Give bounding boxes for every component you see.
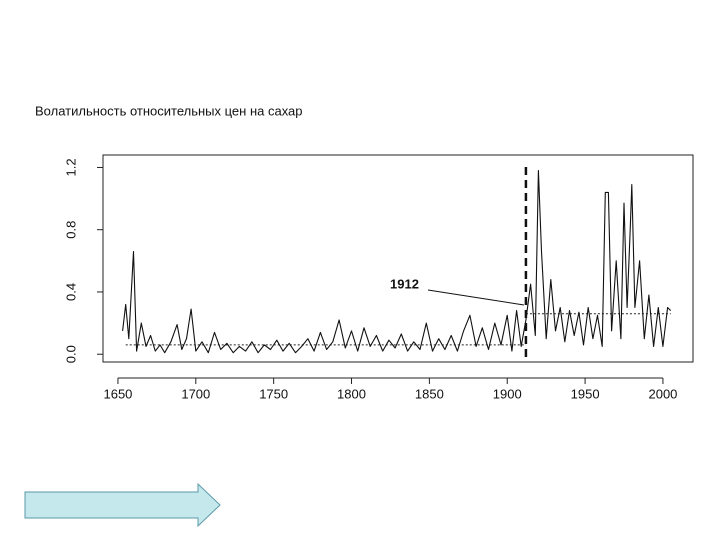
x-tick-label: 1650 bbox=[103, 386, 132, 401]
annotation-label: 1912 bbox=[390, 276, 419, 291]
y-tick-label: 0.0 bbox=[63, 345, 78, 363]
x-tick-label: 1950 bbox=[571, 386, 600, 401]
chart-title: Волатильность относительных цен на сахар bbox=[35, 103, 303, 118]
x-tick-label: 2000 bbox=[648, 386, 677, 401]
y-tick-label: 1.2 bbox=[63, 158, 78, 176]
x-tick-label: 1700 bbox=[181, 386, 210, 401]
arrow-shape bbox=[24, 482, 221, 528]
x-tick-label: 1850 bbox=[415, 386, 444, 401]
x-tick-label: 1800 bbox=[337, 386, 366, 401]
x-tick-label: 1750 bbox=[259, 386, 288, 401]
annotation-pointer bbox=[427, 289, 524, 306]
y-tick-label: 0.4 bbox=[63, 283, 78, 301]
x-tick-label: 1900 bbox=[493, 386, 522, 401]
plot-frame bbox=[102, 154, 694, 363]
data-line bbox=[122, 170, 672, 354]
y-tick-label: 0.8 bbox=[63, 221, 78, 239]
